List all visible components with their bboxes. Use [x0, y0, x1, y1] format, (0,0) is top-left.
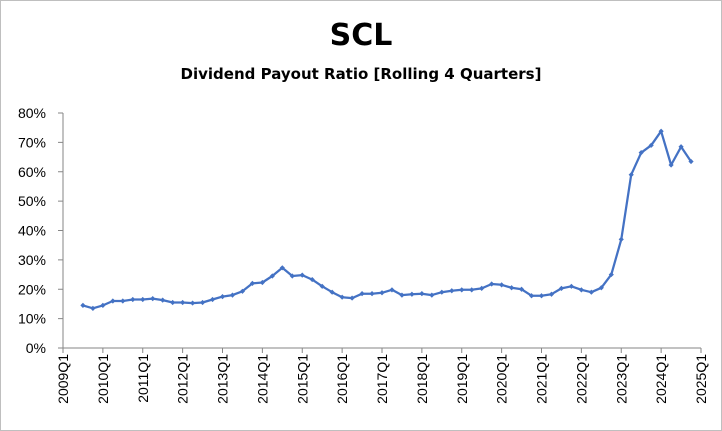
data-point	[479, 285, 485, 291]
data-point	[508, 285, 515, 291]
data-point	[140, 296, 146, 303]
data-point	[329, 289, 335, 295]
data-point	[269, 273, 275, 279]
data-point	[499, 282, 505, 288]
data-point	[219, 293, 226, 300]
data-point	[588, 289, 594, 295]
series-line	[82, 130, 692, 310]
data-point	[199, 299, 206, 306]
data-point	[518, 286, 525, 292]
x-tick-label: 2017Q1	[374, 354, 390, 404]
data-point	[349, 295, 355, 301]
y-tick-label: 50%	[18, 193, 46, 209]
data-point	[289, 273, 295, 279]
data-point	[100, 302, 106, 309]
data-point	[449, 288, 455, 294]
data-point	[489, 281, 495, 287]
data-point	[299, 272, 305, 278]
data-point	[678, 144, 684, 150]
data-point	[359, 291, 365, 297]
data-point	[319, 283, 325, 289]
series-points	[80, 128, 694, 311]
data-point	[528, 293, 535, 299]
y-tick-label: 20%	[18, 281, 46, 297]
chart-title: SCL	[329, 18, 393, 53]
x-axis-ticks: 2009Q1 2010Q1 2011Q1 2012Q1 2013Q1 2014Q1 2015…	[55, 348, 709, 404]
data-point	[628, 172, 634, 178]
x-tick-label: 2011Q1	[135, 354, 151, 403]
data-point	[459, 287, 465, 293]
data-point	[688, 158, 694, 165]
data-point	[638, 150, 644, 156]
data-point	[618, 236, 624, 242]
data-point	[279, 265, 285, 271]
x-tick-label: 2018Q1	[414, 354, 430, 404]
data-point	[239, 288, 246, 294]
data-point	[309, 276, 315, 283]
x-tick-label: 2022Q1	[573, 354, 589, 404]
data-point	[110, 298, 116, 304]
data-point	[409, 291, 415, 297]
x-tick-label: 2013Q1	[215, 354, 231, 404]
y-tick-label: 40%	[18, 223, 46, 239]
data-point	[558, 285, 565, 291]
y-tick-label: 80%	[18, 105, 46, 121]
data-point	[538, 293, 545, 299]
data-point	[160, 297, 166, 303]
data-point	[608, 271, 614, 278]
data-point	[578, 287, 584, 293]
data-point	[80, 302, 86, 309]
data-point	[189, 300, 196, 306]
x-tick-label: 2019Q1	[454, 354, 470, 404]
data-point	[658, 128, 664, 134]
y-axis-ticks: 0% 10% 20% 30% 40% 50% 60% 70% 80%	[18, 105, 63, 356]
data-point	[469, 287, 475, 293]
x-tick-label: 2015Q1	[294, 354, 310, 404]
x-tick-label: 2024Q1	[653, 354, 669, 404]
data-point	[548, 291, 555, 297]
data-point	[259, 279, 265, 286]
axes	[62, 113, 701, 349]
data-point	[399, 292, 405, 298]
y-tick-label: 0%	[26, 340, 46, 356]
data-point	[439, 289, 445, 295]
chart-subtitle: Dividend Payout Ratio [Rolling 4 Quarter…	[180, 65, 542, 83]
data-point	[339, 294, 345, 300]
x-tick-label: 2014Q1	[254, 354, 270, 404]
data-point	[130, 296, 136, 303]
data-point	[90, 305, 96, 311]
data-point	[648, 142, 654, 148]
data-point	[389, 287, 395, 293]
x-tick-label: 2012Q1	[175, 354, 191, 404]
data-point	[598, 285, 604, 291]
data-point	[429, 292, 435, 298]
x-tick-label: 2010Q1	[95, 354, 111, 404]
data-point	[249, 280, 256, 286]
y-tick-label: 70%	[18, 134, 46, 150]
x-tick-label: 2016Q1	[334, 354, 350, 404]
data-point	[209, 296, 216, 303]
x-tick-label: 2021Q1	[534, 354, 550, 404]
data-point	[568, 283, 575, 289]
y-tick-label: 30%	[18, 252, 46, 268]
data-point	[170, 299, 176, 306]
data-point	[150, 296, 156, 302]
data-point	[369, 291, 375, 297]
data-point	[120, 298, 126, 304]
data-point	[668, 162, 674, 168]
data-point	[229, 292, 236, 298]
x-tick-label: 2020Q1	[494, 354, 510, 404]
x-tick-label: 2009Q1	[55, 354, 71, 404]
x-tick-label: 2025Q1	[693, 354, 709, 404]
data-point	[180, 299, 186, 306]
y-tick-label: 10%	[18, 311, 46, 327]
data-point	[379, 290, 385, 296]
x-tick-label: 2023Q1	[613, 354, 629, 404]
data-point	[419, 291, 425, 297]
y-tick-label: 60%	[18, 164, 46, 180]
